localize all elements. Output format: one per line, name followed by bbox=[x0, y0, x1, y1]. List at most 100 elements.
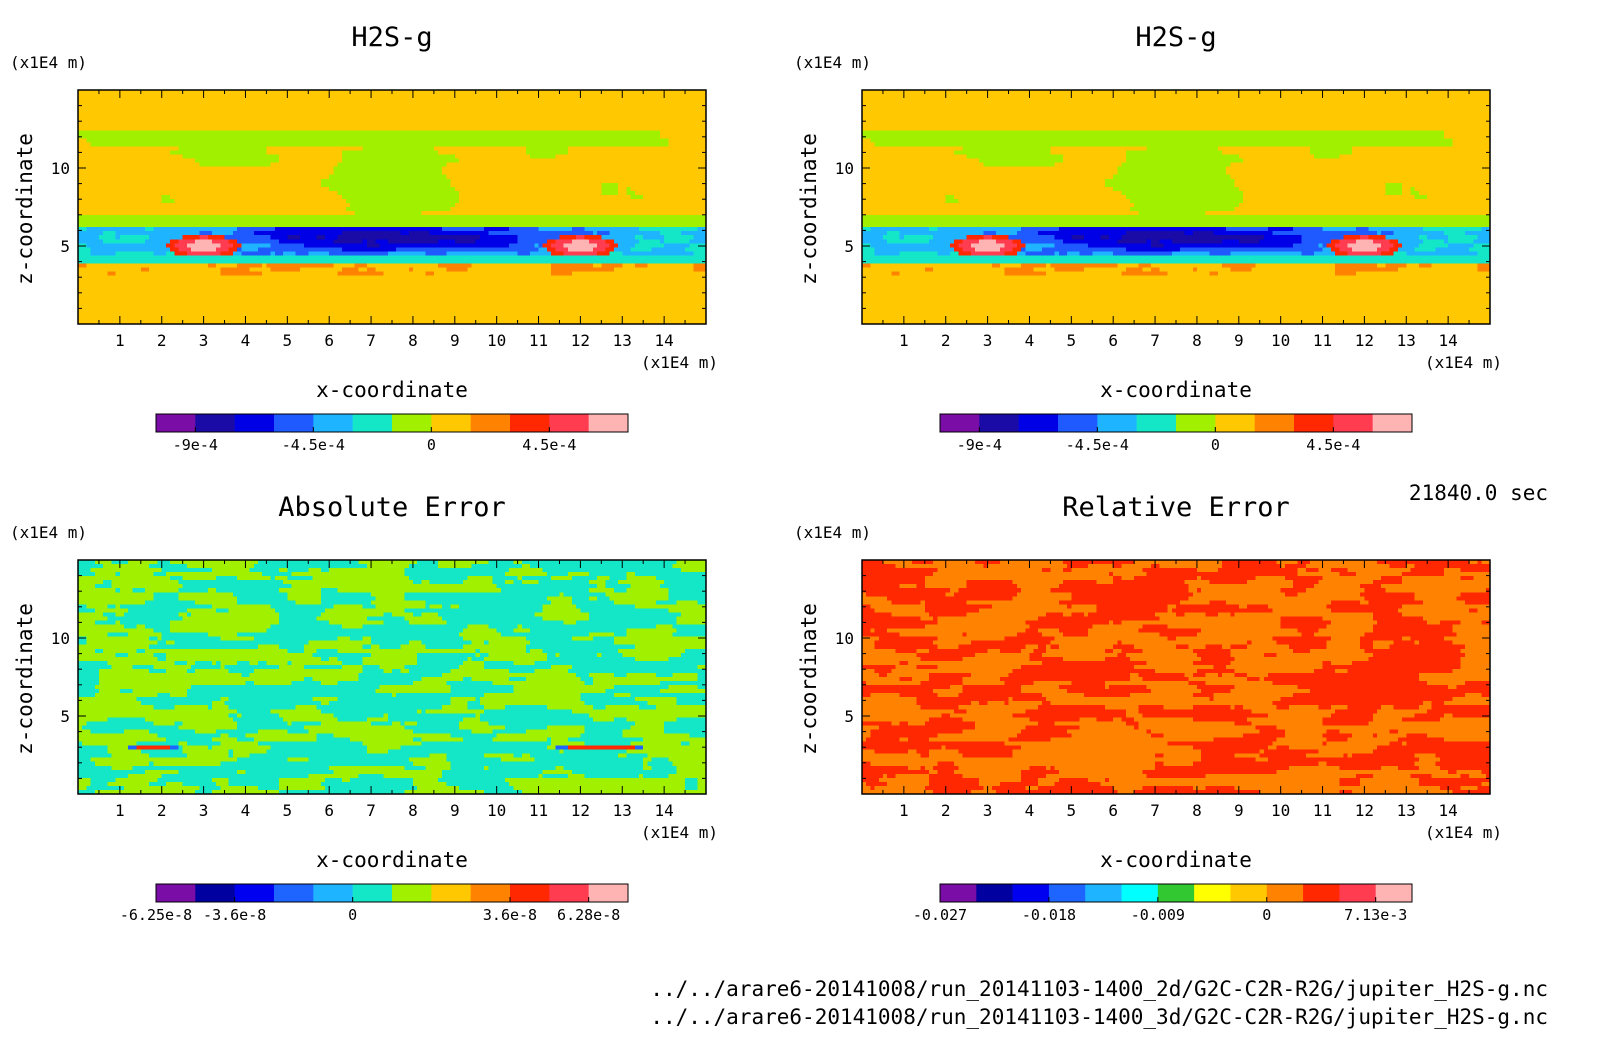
heatmap-cell bbox=[216, 102, 221, 107]
heatmap-cell bbox=[614, 94, 619, 99]
heatmap-cell bbox=[178, 102, 183, 107]
heatmap-cell bbox=[543, 102, 548, 107]
heatmap-cell bbox=[660, 106, 665, 111]
heatmap-cell bbox=[375, 114, 380, 119]
heatmap-cell bbox=[488, 110, 493, 115]
heatmap-cell bbox=[350, 114, 355, 119]
heatmap-cell bbox=[271, 102, 276, 107]
heatmap-cell bbox=[388, 94, 393, 99]
heatmap-cell bbox=[254, 94, 259, 99]
heatmap-cell bbox=[593, 102, 598, 107]
heatmap-cell bbox=[530, 98, 535, 103]
heatmap-cell bbox=[350, 98, 355, 103]
heatmap-cell bbox=[292, 102, 297, 107]
heatmap-cell bbox=[442, 106, 447, 111]
heatmap-cell bbox=[82, 102, 87, 107]
heatmap-cell bbox=[459, 98, 464, 103]
heatmap-cell bbox=[425, 106, 430, 111]
heatmap-cell bbox=[438, 102, 443, 107]
heatmap-cell bbox=[250, 102, 255, 107]
heatmap-cell bbox=[472, 94, 477, 99]
heatmap-cell bbox=[174, 106, 179, 111]
heatmap-cell bbox=[610, 110, 615, 115]
heatmap-cell bbox=[271, 106, 276, 111]
heatmap-cell bbox=[501, 98, 506, 103]
heatmap-cell bbox=[325, 98, 330, 103]
heatmap-cell bbox=[95, 106, 100, 111]
heatmap-cell bbox=[652, 94, 657, 99]
heatmap-cell bbox=[292, 106, 297, 111]
heatmap-cell bbox=[191, 110, 196, 115]
heatmap-cell bbox=[342, 110, 347, 115]
heatmap-cell bbox=[572, 106, 577, 111]
heatmap-cell bbox=[363, 102, 368, 107]
heatmap-cell bbox=[245, 114, 250, 119]
heatmap-cell bbox=[384, 94, 389, 99]
heatmap-cell bbox=[388, 110, 393, 115]
heatmap-cell bbox=[635, 102, 640, 107]
heatmap-cell bbox=[225, 110, 230, 115]
chart-panel-1: H2S-g(x1E4 m)1 2 3 4 5 6 7 8 9 10 11 12 13 14510(x1E4… bbox=[10, 22, 718, 454]
heatmap-cell bbox=[681, 94, 686, 99]
heatmap-cell bbox=[354, 106, 359, 111]
heatmap-cell bbox=[162, 94, 167, 99]
heatmap-cell bbox=[141, 114, 146, 119]
heatmap-cell bbox=[425, 98, 430, 103]
heatmap-cell bbox=[342, 102, 347, 107]
heatmap-cell bbox=[312, 94, 317, 99]
heatmap-cell bbox=[342, 94, 347, 99]
heatmap-cell bbox=[543, 106, 548, 111]
heatmap-cell bbox=[271, 94, 276, 99]
heatmap-cell bbox=[371, 94, 376, 99]
heatmap-cell bbox=[480, 106, 485, 111]
heatmap-cell bbox=[233, 98, 238, 103]
heatmap-cell bbox=[145, 106, 150, 111]
heatmap-cell bbox=[321, 106, 326, 111]
heatmap-cell bbox=[162, 114, 167, 119]
heatmap-cell bbox=[262, 110, 267, 115]
heatmap-cell bbox=[321, 114, 326, 119]
heatmap-cell bbox=[392, 102, 397, 107]
heatmap-cell bbox=[204, 110, 209, 115]
heatmap-cell bbox=[476, 94, 481, 99]
heatmap-cell bbox=[693, 98, 698, 103]
heatmap-cell bbox=[480, 102, 485, 107]
heatmap-cell bbox=[220, 114, 225, 119]
heatmap-cell bbox=[467, 102, 472, 107]
heatmap-cell bbox=[379, 94, 384, 99]
heatmap-cell bbox=[245, 102, 250, 107]
heatmap-cell bbox=[388, 102, 393, 107]
heatmap-cell bbox=[664, 110, 669, 115]
heatmap-cell bbox=[363, 110, 368, 115]
heatmap-cell bbox=[580, 94, 585, 99]
heatmap-cell bbox=[338, 114, 343, 119]
heatmap-cell bbox=[451, 102, 456, 107]
heatmap-cell bbox=[539, 102, 544, 107]
heatmap-cell bbox=[639, 102, 644, 107]
heatmap-cell bbox=[547, 110, 552, 115]
heatmap-cell bbox=[312, 110, 317, 115]
heatmap-cell bbox=[166, 114, 171, 119]
heatmap-cell bbox=[86, 94, 91, 99]
heatmap-cell bbox=[212, 94, 217, 99]
heatmap-cell bbox=[275, 98, 280, 103]
heatmap-cell bbox=[124, 114, 129, 119]
heatmap-cell bbox=[258, 98, 263, 103]
heatmap-cell bbox=[601, 98, 606, 103]
heatmap-cell bbox=[82, 94, 87, 99]
heatmap-cell bbox=[170, 110, 175, 115]
heatmap-cell bbox=[497, 110, 502, 115]
heatmap-cell bbox=[384, 98, 389, 103]
heatmap-cell bbox=[95, 98, 100, 103]
heatmap-cell bbox=[321, 102, 326, 107]
heatmap-cell bbox=[417, 98, 422, 103]
heatmap-cell bbox=[484, 102, 489, 107]
heatmap-cell bbox=[208, 94, 213, 99]
heatmap-cell bbox=[149, 94, 154, 99]
heatmap-cell bbox=[187, 110, 192, 115]
heatmap-cell bbox=[283, 114, 288, 119]
heatmap-cell bbox=[195, 106, 200, 111]
heatmap-cell bbox=[304, 94, 309, 99]
heatmap-cell bbox=[241, 98, 246, 103]
heatmap-cell bbox=[685, 102, 690, 107]
